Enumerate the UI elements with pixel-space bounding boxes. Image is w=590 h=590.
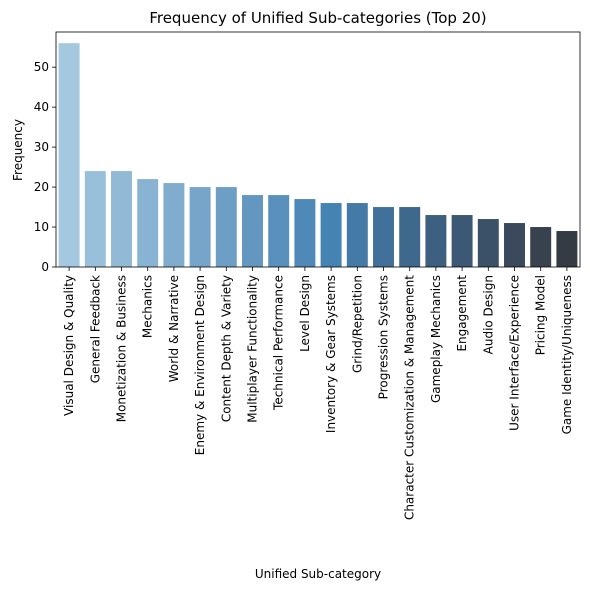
x-tick-label-10: Inventory & Gear Systems [324, 275, 338, 433]
bars-group [58, 43, 578, 267]
bar-4 [163, 183, 185, 267]
x-tick-label-14: Gameplay Mechanics [429, 275, 443, 403]
x-tick-label-13: Character Customization & Management [403, 275, 417, 520]
x-tick-label-3: Mechanics [141, 275, 155, 338]
y-tick-label-1: 10 [34, 220, 49, 234]
x-tick-label-15: Engagement [455, 275, 469, 352]
x-tick-label-12: Progression Systems [377, 275, 391, 399]
bar-16 [477, 219, 499, 267]
bar-1 [84, 171, 106, 267]
y-tick-label-3: 30 [34, 140, 49, 154]
y-tick-label-5: 50 [34, 60, 49, 74]
bar-0 [58, 43, 80, 267]
bar-2 [111, 171, 132, 267]
x-tick-label-18: Pricing Model [534, 275, 548, 355]
bar-3 [137, 179, 159, 267]
x-tick-label-0: Visual Design & Quality [62, 275, 76, 416]
plot-frame [55, 31, 581, 268]
bar-19 [556, 231, 578, 267]
bar-11 [346, 203, 368, 267]
x-tick-label-1: General Feedback [88, 275, 102, 383]
bar-18 [530, 227, 552, 267]
x-tick-label-4: World & Narrative [167, 275, 181, 382]
x-tick-label-9: Level Design [298, 275, 312, 352]
x-tick-label-5: Enemy & Environment Design [193, 275, 207, 455]
y-axis: 0 10 20 30 40 50 [34, 60, 56, 274]
bar-12 [373, 207, 394, 267]
x-tick-label-17: User Interface/Experience [508, 275, 522, 431]
x-axis: Visual Design & Quality General Feedback M… [62, 267, 574, 520]
x-axis-label: Unified Sub-category [255, 567, 381, 581]
bar-7 [242, 195, 263, 267]
x-tick-label-7: Multiplayer Functionality [246, 275, 260, 423]
bar-13 [399, 207, 421, 267]
x-tick-label-19: Game Identity/Uniqueness [560, 275, 574, 434]
x-tick-label-2: Monetization & Business [115, 275, 129, 422]
x-tick-label-16: Audio Design [481, 275, 495, 354]
y-tick-label-0: 0 [41, 260, 49, 274]
bar-8 [268, 195, 290, 267]
x-tick-label-11: Grind/Repetition [350, 275, 364, 373]
bar-6 [215, 187, 237, 267]
x-tick-label-6: Content Depth & Variety [219, 275, 233, 422]
chart-title: Frequency of Unified Sub-categories (Top… [149, 9, 486, 27]
y-axis-label: Frequency [11, 119, 25, 181]
y-tick-label-2: 20 [34, 180, 49, 194]
y-tick-label-4: 40 [34, 100, 49, 114]
bar-15 [451, 215, 473, 267]
bar-14 [425, 215, 447, 267]
x-tick-label-8: Technical Performance [272, 275, 286, 411]
bar-17 [504, 223, 525, 267]
bar-9 [294, 199, 316, 267]
bar-10 [320, 203, 342, 267]
bar-5 [189, 187, 211, 267]
